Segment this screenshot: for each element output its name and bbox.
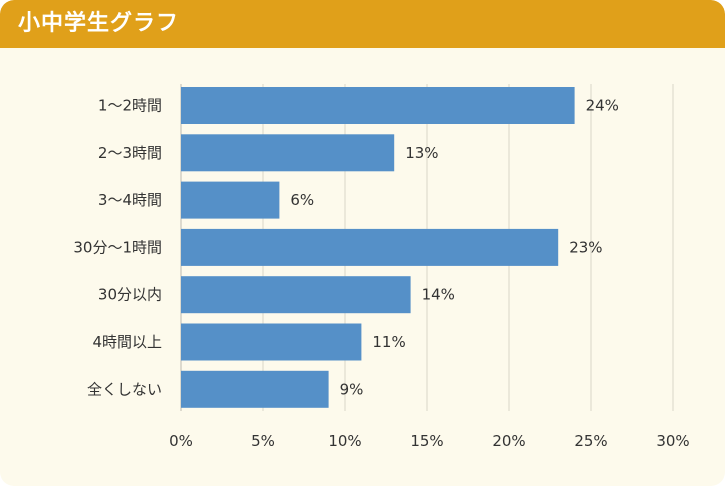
x-tick-label: 25% (574, 432, 607, 450)
category-label: 30分以内 (98, 286, 162, 304)
category-label: 30分〜1時間 (73, 238, 162, 256)
category-label: 2〜3時間 (98, 144, 162, 162)
category-label: 3〜4時間 (98, 191, 162, 209)
category-label: 4時間以上 (92, 333, 162, 351)
value-label: 14% (422, 286, 455, 304)
bars (181, 87, 575, 408)
bar (181, 370, 329, 408)
value-label: 24% (586, 97, 619, 115)
value-label: 13% (405, 144, 438, 162)
value-label: 6% (290, 191, 314, 209)
category-label: 1〜2時間 (98, 97, 162, 115)
bar (181, 323, 362, 361)
x-tick-label: 15% (410, 432, 443, 450)
chart-header: 小中学生グラフ (0, 0, 725, 48)
x-tick-label: 20% (492, 432, 525, 450)
value-label: 11% (372, 333, 405, 351)
x-tick-label: 0% (169, 432, 193, 450)
x-tick-label: 5% (251, 432, 275, 450)
value-label: 9% (340, 380, 364, 398)
bar (181, 181, 280, 219)
category-label: 全くしない (87, 380, 162, 398)
bar (181, 134, 395, 172)
labels: 0% 5% 10% 15% 20% 25% 30% 1〜2時間 24% 2〜3時間 13% 3〜4時間… (73, 97, 689, 451)
value-label: 23% (569, 238, 602, 256)
bar (181, 228, 559, 266)
x-tick-label: 10% (328, 432, 361, 450)
bar (181, 87, 575, 124)
x-tick-label: 30% (656, 432, 689, 450)
bar (181, 276, 411, 314)
chart-title: 小中学生グラフ (18, 11, 180, 36)
